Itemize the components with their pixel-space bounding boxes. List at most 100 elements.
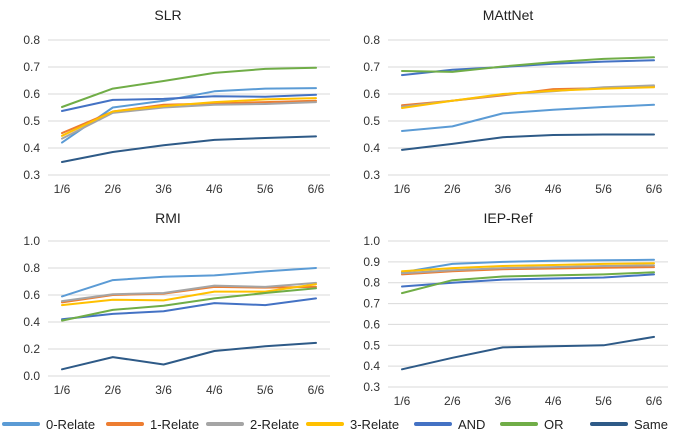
x-tick-label: 1/6 <box>394 182 411 196</box>
legend-swatch <box>306 422 344 426</box>
series-line-3-relate <box>401 86 655 109</box>
y-tick-label: 0.4 <box>363 141 380 155</box>
x-tick-label: 5/6 <box>595 394 612 408</box>
legend-label: 3-Relate <box>350 416 400 432</box>
y-tick-label: 0.6 <box>363 317 380 331</box>
x-tick-label: 1/6 <box>54 182 71 196</box>
y-tick-label: 0.6 <box>23 87 40 101</box>
y-tick-label: 0.6 <box>363 87 380 101</box>
y-tick-label: 0.3 <box>23 168 40 182</box>
charts-canvas: SLR 0.3 0.4 0.5 0.6 0.7 0.8 1/6 2/6 3/6 4/6 5/6 6/6 M… <box>23 7 668 408</box>
series-line-0-relate <box>61 87 317 144</box>
series-line-2-relate <box>401 264 655 275</box>
y-tick-label: 0.6 <box>23 288 40 302</box>
x-tick-label: 4/6 <box>206 383 223 397</box>
chart-title: SLR <box>154 7 181 23</box>
series-line-or <box>401 56 655 73</box>
legend-swatch <box>500 422 538 426</box>
series-line-0-relate <box>61 267 317 298</box>
x-tick-label: 3/6 <box>494 394 511 408</box>
x-tick-label: 2/6 <box>444 182 461 196</box>
y-tick-label: 0.0 <box>23 369 40 383</box>
x-tick-label: 4/6 <box>206 182 223 196</box>
legend-label: Same <box>634 416 668 432</box>
x-tick-label: 3/6 <box>155 182 172 196</box>
x-tick-label: 4/6 <box>545 182 562 196</box>
series-line-0-relate <box>401 258 655 274</box>
x-tick-label: 4/6 <box>545 394 562 408</box>
x-tick-label: 6/6 <box>646 394 663 408</box>
x-tick-label: 5/6 <box>257 182 274 196</box>
chart-title: MAttNet <box>483 7 534 23</box>
chart-panel-0: SLR 0.3 0.4 0.5 0.6 0.7 0.8 1/6 2/6 3/6 4/6 5/6 6/6 <box>23 7 330 196</box>
series-line-and <box>61 297 317 321</box>
y-tick-label: 0.5 <box>23 114 40 128</box>
legend-item: OR <box>500 416 564 432</box>
x-tick-label: 3/6 <box>155 383 172 397</box>
y-tick-label: 0.8 <box>363 33 380 47</box>
y-tick-label: 0.8 <box>23 33 40 47</box>
x-tick-label: 2/6 <box>444 394 461 408</box>
series-line-3-relate <box>61 283 317 307</box>
legend-label: AND <box>458 416 486 432</box>
y-tick-label: 0.3 <box>363 168 380 182</box>
y-tick-label: 1.0 <box>363 234 380 248</box>
series-line-3-relate <box>401 262 655 273</box>
legend-label: 2-Relate <box>250 416 300 432</box>
x-tick-label: 5/6 <box>595 182 612 196</box>
y-tick-label: 0.8 <box>363 276 380 290</box>
series-line-same <box>401 335 655 371</box>
series-line-3-relate <box>61 97 317 137</box>
series-line-same <box>61 341 317 371</box>
y-tick-label: 0.2 <box>23 342 40 356</box>
x-tick-label: 1/6 <box>394 394 411 408</box>
legend-item: 2-Relate <box>206 416 299 432</box>
legend-swatch <box>206 422 244 426</box>
chart-title: IEP-Ref <box>483 210 532 226</box>
x-tick-label: 3/6 <box>494 182 511 196</box>
x-tick-label: 1/6 <box>54 383 71 397</box>
series-line-same <box>61 135 317 163</box>
x-tick-label: 2/6 <box>104 383 121 397</box>
y-tick-label: 0.4 <box>23 141 40 155</box>
legend-item: 1-Relate <box>106 416 199 432</box>
y-tick-label: 0.3 <box>363 380 380 394</box>
legend-swatch <box>106 422 144 426</box>
series-line-1-relate <box>401 266 655 276</box>
series-line-or <box>61 287 317 322</box>
legend-label: OR <box>544 416 564 432</box>
y-tick-label: 0.7 <box>363 297 380 311</box>
series-line-or <box>401 271 655 295</box>
legend-item: AND <box>414 416 485 432</box>
y-tick-label: 0.5 <box>363 338 380 352</box>
legend-label: 0-Relate <box>46 416 96 432</box>
series-line-0-relate <box>401 103 655 132</box>
series-line-or <box>61 66 317 108</box>
series-line-and <box>401 59 655 77</box>
series-line-and <box>61 93 317 112</box>
legend-swatch <box>590 422 628 426</box>
x-tick-label: 6/6 <box>308 182 325 196</box>
x-tick-label: 6/6 <box>646 182 663 196</box>
chart-panel-2: RMI 0.0 0.2 0.4 0.6 0.8 1.0 1/6 2/6 3/6 4/6 5/6 6/6 <box>23 210 330 397</box>
series-line-2-relate <box>61 281 317 303</box>
legend-item: 3-Relate <box>306 416 399 432</box>
y-tick-label: 0.7 <box>23 60 40 74</box>
chart-title: RMI <box>155 210 181 226</box>
y-tick-label: 0.5 <box>363 114 380 128</box>
y-tick-label: 0.8 <box>23 261 40 275</box>
y-tick-label: 0.9 <box>363 255 380 269</box>
x-tick-label: 5/6 <box>257 383 274 397</box>
y-tick-label: 0.7 <box>363 60 380 74</box>
series-line-2-relate <box>61 101 317 140</box>
y-tick-label: 0.4 <box>23 315 40 329</box>
legend-swatch <box>414 422 452 426</box>
y-tick-label: 1.0 <box>23 234 40 248</box>
x-tick-label: 2/6 <box>104 182 121 196</box>
legend-swatch <box>2 422 40 426</box>
legend: 0-Relate 1-Relate 2-Relate 3-Relate AND OR Sam… <box>0 412 675 436</box>
series-line-same <box>401 133 655 151</box>
legend-item: Same <box>590 416 668 432</box>
legend-item: 0-Relate <box>2 416 95 432</box>
